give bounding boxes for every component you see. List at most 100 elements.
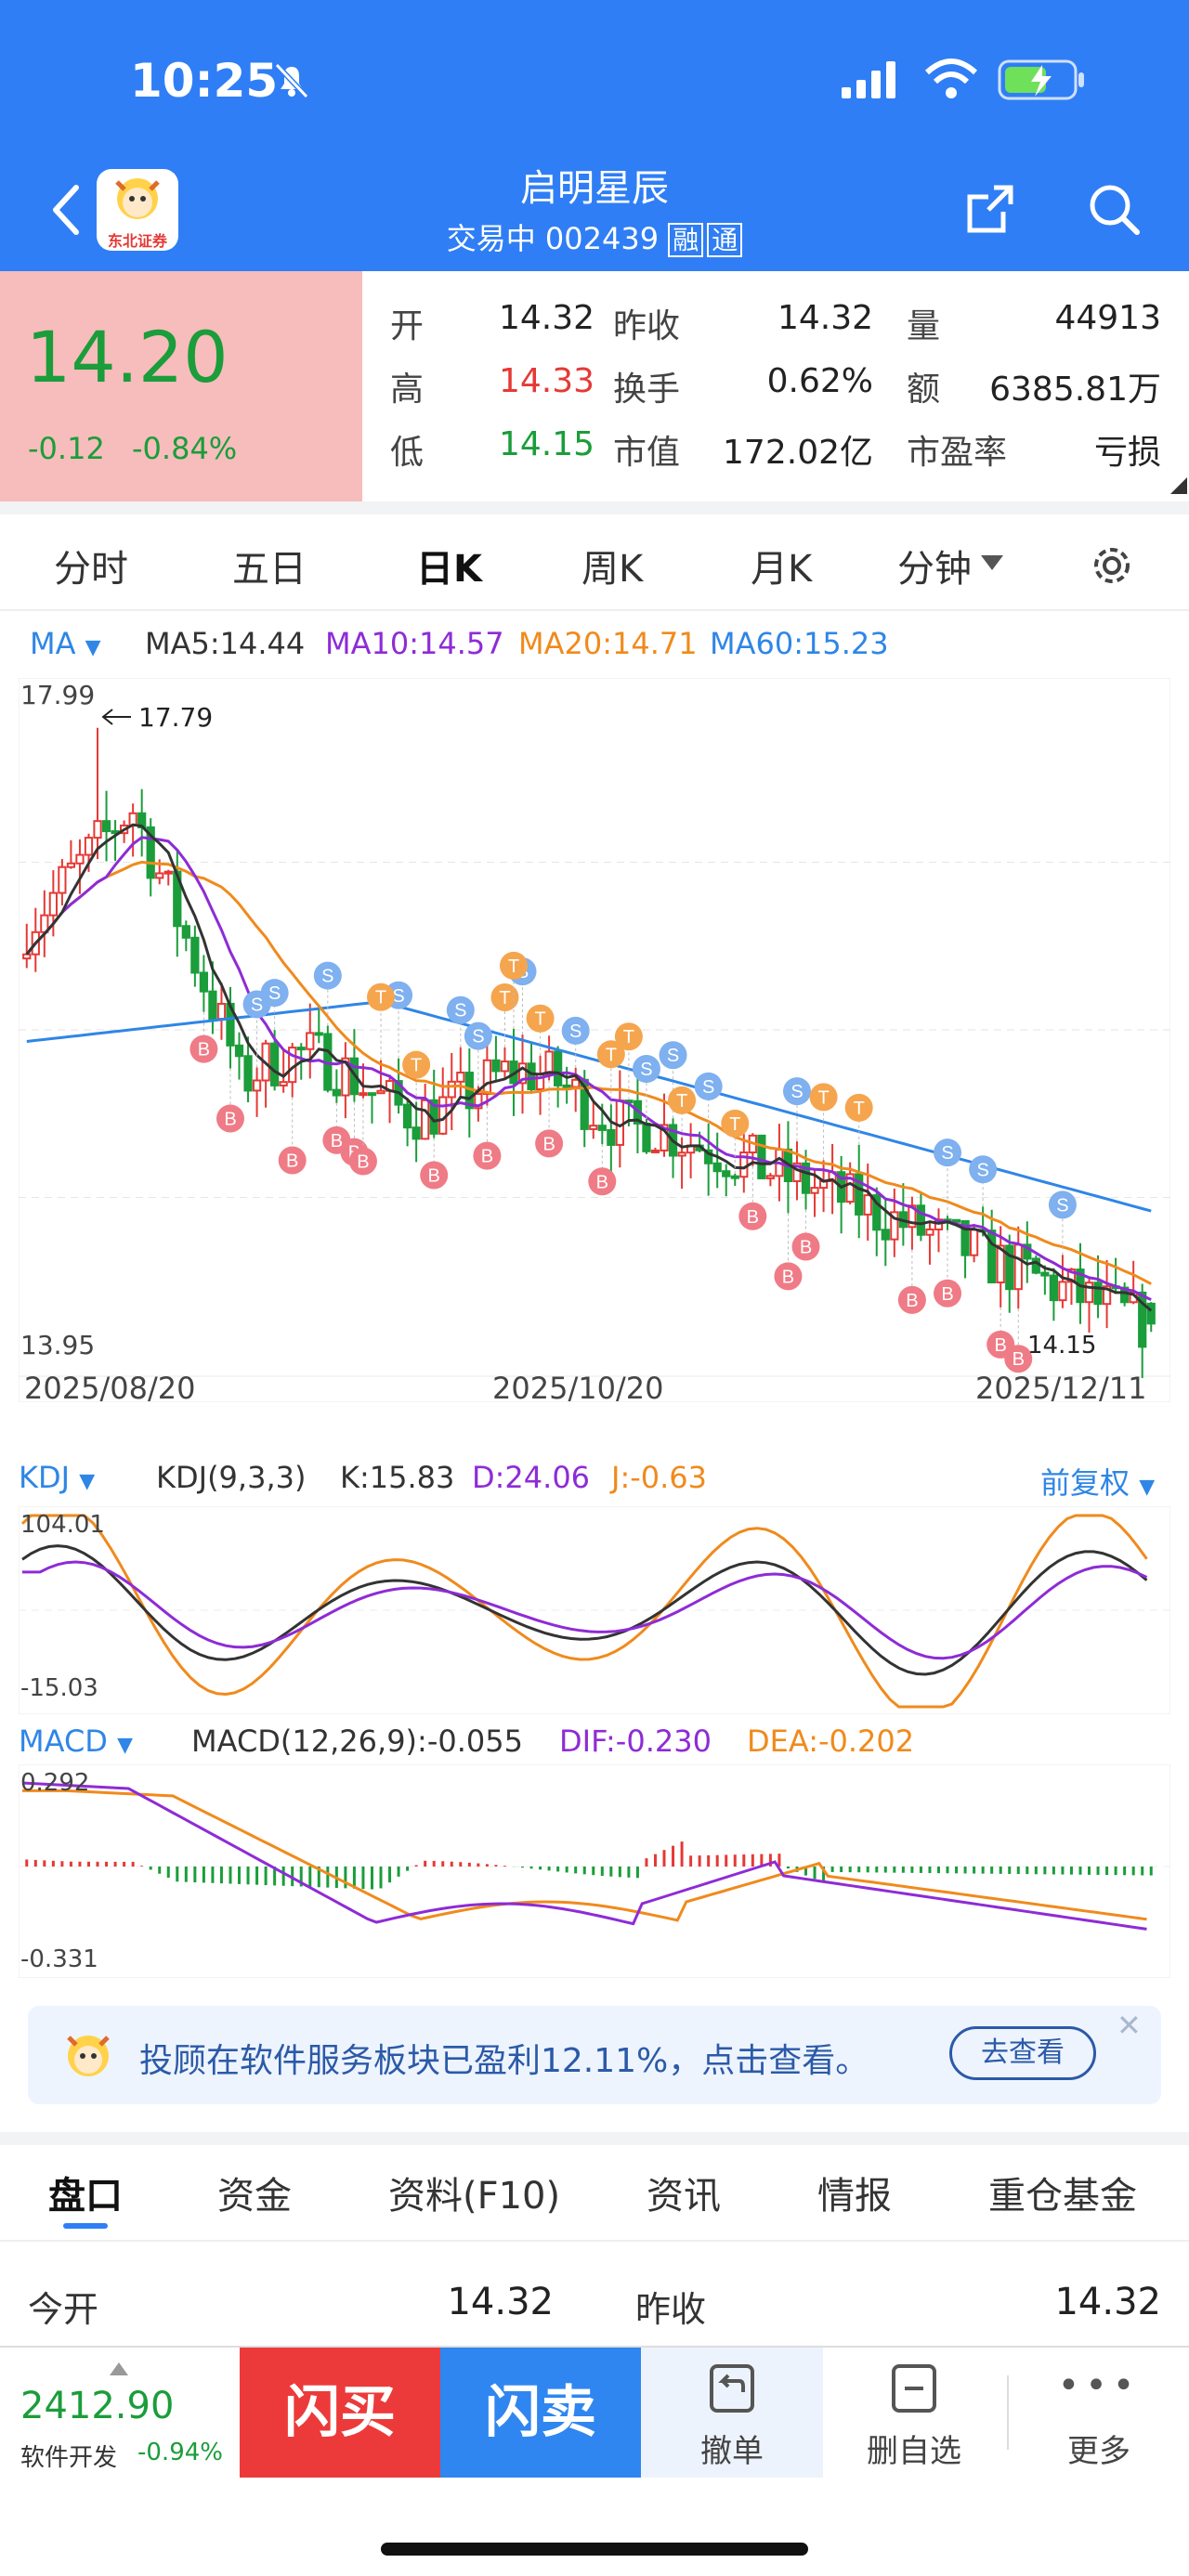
dropdown-triangle-icon: ▼ xyxy=(1139,1476,1156,1499)
trade-marker-S[interactable] xyxy=(464,1021,492,1050)
settings-gear-icon[interactable] xyxy=(1089,542,1135,589)
trade-marker-B[interactable] xyxy=(420,1161,449,1190)
trade-marker-B[interactable] xyxy=(473,1141,502,1170)
trade-marker-B[interactable] xyxy=(216,1104,244,1133)
trade-marker-T[interactable] xyxy=(596,1040,625,1069)
trade-marker-S[interactable] xyxy=(659,1041,687,1070)
stat-value: 0.62% xyxy=(766,362,873,400)
trade-marker-B[interactable] xyxy=(535,1129,564,1158)
trade-marker-T[interactable] xyxy=(367,982,396,1011)
period-tab[interactable]: 日K xyxy=(416,548,482,591)
trade-marker-B[interactable] xyxy=(897,1285,926,1314)
remove-watchlist-button[interactable]: 删自选 xyxy=(823,2348,1005,2478)
period-tab[interactable]: 五日 xyxy=(232,548,307,591)
trade-marker-S[interactable] xyxy=(446,995,475,1024)
trade-marker-B[interactable] xyxy=(278,1146,307,1175)
period-tab[interactable]: 分钟 xyxy=(897,548,972,591)
trade-marker-letter: B xyxy=(800,1237,812,1257)
y-max-label: 17.99 xyxy=(20,680,95,710)
candle-body xyxy=(960,1219,970,1256)
trade-marker-T[interactable] xyxy=(721,1109,750,1138)
info-tab[interactable]: 情报 xyxy=(817,2175,892,2218)
promo-view-button[interactable]: 去查看 xyxy=(949,2026,1096,2080)
info-tab[interactable]: 盘口 xyxy=(48,2175,123,2218)
candlestick-chart[interactable]: BBBBBBBBBBBBBBBBBSSSSSSSSSSSSSSSTTTTTTTT… xyxy=(19,678,1170,1402)
period-tab[interactable]: 月K xyxy=(751,548,813,591)
trade-marker-B[interactable] xyxy=(934,1279,962,1308)
ma-legend-item: MA60:15.23 xyxy=(710,626,889,661)
kdj-toggle-label: KDJ xyxy=(19,1460,71,1495)
trade-marker-T[interactable] xyxy=(668,1086,697,1114)
macd-toggle[interactable]: MACD ▼ xyxy=(19,1724,133,1759)
trade-marker-B[interactable] xyxy=(588,1167,617,1196)
trade-marker-letter: B xyxy=(224,1109,236,1129)
wifi-icon xyxy=(924,59,978,98)
app-header: 10:25 东北证券 启明星辰 交易中 002439 融通 xyxy=(0,0,1189,271)
kdj-chart[interactable]: 104.01 -15.03 xyxy=(19,1506,1170,1714)
stat-label: 昨收 xyxy=(613,307,681,345)
cow-mascot-icon xyxy=(115,178,160,219)
trade-marker-S[interactable] xyxy=(632,1055,660,1084)
candle-body xyxy=(1005,1244,1014,1291)
index-ticker[interactable]: 2412.90 软件开发 -0.94% xyxy=(0,2348,240,2478)
trade-marker-T[interactable] xyxy=(490,982,519,1011)
trade-marker-B[interactable] xyxy=(348,1147,377,1176)
period-tab[interactable]: 分时 xyxy=(54,548,128,591)
cancel-order-button[interactable]: 撤单 xyxy=(641,2348,823,2478)
stat-value: 44913 xyxy=(1054,299,1161,337)
trade-marker-B[interactable] xyxy=(738,1202,767,1230)
trade-marker-S[interactable] xyxy=(313,961,342,990)
search-icon[interactable] xyxy=(1087,182,1143,238)
trade-marker-T[interactable] xyxy=(844,1093,873,1122)
share-icon[interactable] xyxy=(962,182,1018,238)
trade-marker-T[interactable] xyxy=(614,1022,643,1051)
flash-buy-button[interactable]: 闪买 xyxy=(240,2348,440,2478)
up-triangle-icon xyxy=(110,2362,128,2375)
kdj-d: D:24.06 xyxy=(472,1460,591,1495)
price-change: -0.12 xyxy=(28,431,105,466)
trade-marker-T[interactable] xyxy=(526,1004,555,1033)
expand-corner-icon[interactable] xyxy=(1170,477,1187,494)
period-tab[interactable]: 周K xyxy=(581,548,644,591)
trade-marker-B[interactable] xyxy=(1004,1345,1033,1373)
trade-marker-B[interactable] xyxy=(791,1232,820,1261)
trade-marker-letter: S xyxy=(321,967,333,987)
low-marker-label: 14.15 xyxy=(1027,1332,1096,1360)
candle-body xyxy=(1066,1268,1077,1283)
trade-marker-S[interactable] xyxy=(260,979,289,1008)
ma-toggle[interactable]: MA ▼ xyxy=(30,626,101,661)
trade-marker-T[interactable] xyxy=(809,1083,838,1112)
ma-legend-item: MA5:14.44 xyxy=(145,626,306,661)
trade-marker-S[interactable] xyxy=(934,1138,962,1167)
trade-marker-B[interactable] xyxy=(774,1262,803,1291)
trade-marker-T[interactable] xyxy=(499,951,528,980)
stat-label: 市值 xyxy=(613,434,681,472)
kdj-k: K:15.83 xyxy=(340,1460,455,1495)
adjust-toggle[interactable]: 前复权 ▼ xyxy=(1040,1460,1155,1503)
kdj-toggle[interactable]: KDJ ▼ xyxy=(19,1460,95,1495)
trade-marker-T[interactable] xyxy=(402,1050,431,1079)
candle-body xyxy=(412,1126,421,1140)
trade-marker-S[interactable] xyxy=(1048,1190,1077,1219)
info-tab[interactable]: 重仓基金 xyxy=(988,2175,1137,2218)
more-button[interactable]: ••• 更多 xyxy=(1009,2348,1189,2478)
promo-banner[interactable]: 投顾在软件服务板块已盈利12.11%，点击查看。 去查看 ✕ xyxy=(28,2006,1161,2104)
candle-body xyxy=(544,1050,554,1075)
divider xyxy=(0,609,1189,611)
trade-marker-S[interactable] xyxy=(969,1155,998,1184)
trade-marker-S[interactable] xyxy=(561,1016,590,1045)
back-arrow-icon[interactable] xyxy=(48,182,82,238)
info-tab[interactable]: 资讯 xyxy=(647,2175,721,2218)
candle-body xyxy=(190,936,200,974)
info-tab[interactable]: 资金 xyxy=(217,2175,292,2218)
flash-sell-button[interactable]: 闪卖 xyxy=(440,2348,641,2478)
trade-marker-S[interactable] xyxy=(782,1077,811,1106)
trade-marker-letter: B xyxy=(747,1207,759,1228)
candle-body xyxy=(243,1055,253,1092)
trade-marker-letter: B xyxy=(596,1172,608,1192)
trade-marker-B[interactable] xyxy=(189,1034,218,1063)
close-icon[interactable]: ✕ xyxy=(1117,2008,1142,2043)
macd-chart[interactable]: 0.292 -0.331 xyxy=(19,1764,1170,1978)
info-tab[interactable]: 资料(F10) xyxy=(388,2175,561,2218)
trade-marker-S[interactable] xyxy=(694,1072,723,1100)
